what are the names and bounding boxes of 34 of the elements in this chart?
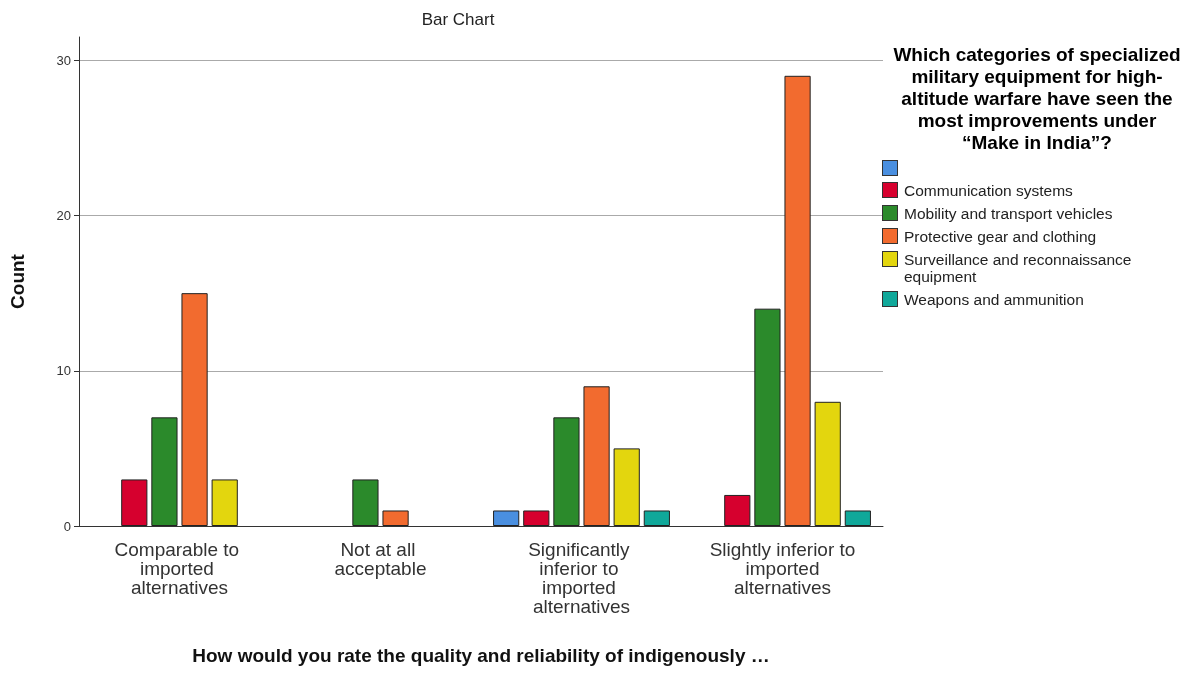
bar <box>814 401 841 526</box>
bar <box>754 308 781 526</box>
bar <box>151 417 178 526</box>
y-tick-label: 10 <box>56 363 71 379</box>
y-axis-title: Count <box>7 253 28 309</box>
legend-label: Mobility and transport vehicles <box>904 205 1113 222</box>
legend-title: Which categories of specialized military equipment for high-altitude warfare have seen the most improvements under “Make in India”? <box>892 44 1182 154</box>
x-tick-label: Slightly inferior to imported alternatives <box>709 539 856 598</box>
bar <box>382 510 409 526</box>
x-tick-label: Comparable to imported alternatives <box>114 539 245 598</box>
bar <box>523 510 550 526</box>
bar <box>724 494 751 526</box>
bar <box>493 510 520 526</box>
legend-label: Surveillance and reconnaissance equipment <box>904 251 1133 285</box>
legend-label: Communication systems <box>904 182 1073 199</box>
bar <box>211 479 238 526</box>
x-tick-label: Significantly inferior to imported alternatives <box>528 539 635 617</box>
bar <box>643 510 670 526</box>
chart-title: Bar Chart <box>421 10 495 29</box>
x-tick-label: Not at all acceptable <box>334 539 427 579</box>
y-tick-label: 20 <box>56 208 71 224</box>
y-tick-label: 0 <box>63 518 71 534</box>
x-axis-title: How would you rate the quality and reliability of indigenously … <box>192 645 770 666</box>
bar <box>352 479 379 526</box>
bar <box>613 448 640 526</box>
y-tick-label: 30 <box>56 52 71 68</box>
bar <box>844 510 871 526</box>
bar <box>121 479 148 526</box>
legend-label: Weapons and ammunition <box>904 291 1084 308</box>
bar <box>583 386 610 526</box>
bar <box>553 417 580 526</box>
bar <box>181 293 208 526</box>
legend-label: Protective gear and clothing <box>904 228 1097 245</box>
bar <box>784 75 811 526</box>
